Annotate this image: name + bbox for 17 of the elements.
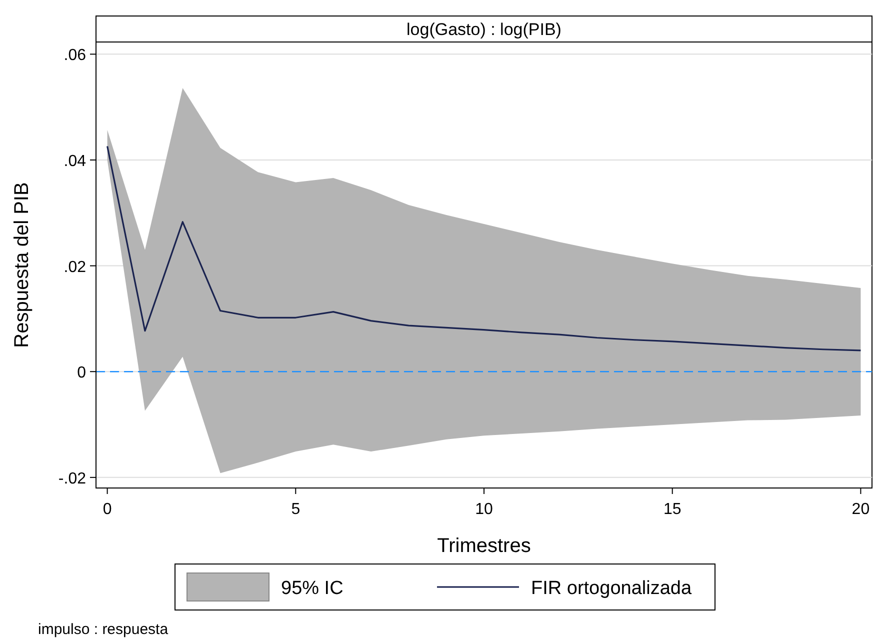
y-tick-label: .04 (64, 152, 86, 170)
x-tick-label: 5 (291, 501, 300, 518)
legend-label: FIR ortogonalizada (531, 578, 692, 599)
y-tick-label: .02 (64, 258, 86, 276)
x-tick-label: 15 (663, 501, 682, 518)
x-tick-label: 0 (102, 501, 112, 518)
x-tick-label: 20 (852, 501, 870, 518)
y-axis-title: Respuesta del PIB (11, 182, 33, 348)
text: impulso : respuesta (38, 621, 169, 638)
chart-title: log(Gasto) : log(PIB) (406, 20, 562, 39)
line-series (106, 145, 862, 352)
y-tick-label: -.02 (58, 470, 86, 488)
text: 95% IC (281, 578, 344, 599)
y-tick-label: 0 (77, 364, 86, 382)
y-tick-label: .06 (64, 47, 86, 64)
x-axis-title: Trimestres (437, 535, 531, 557)
x-tick-label: 10 (475, 501, 493, 518)
